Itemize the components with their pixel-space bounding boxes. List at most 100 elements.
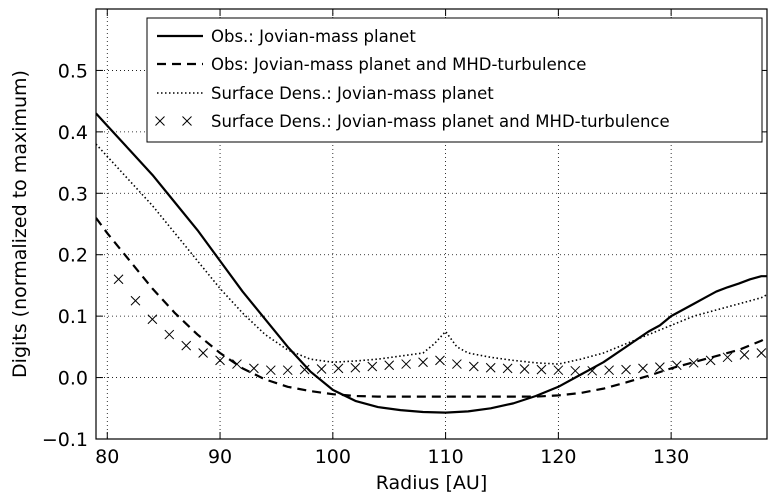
data-point: [316, 364, 327, 374]
x-marker-stroke: [604, 365, 614, 376]
data-point: [452, 359, 462, 369]
x-marker-stroke: [265, 365, 276, 376]
x-marker-stroke: [164, 329, 175, 340]
x-marker-stroke: [671, 360, 682, 371]
x-marker-stroke: [536, 364, 547, 375]
x-tick-label: 120: [540, 446, 576, 468]
data-point: [350, 362, 361, 373]
legend-entry-obs-jovian: Obs.: Jovian-mass planet: [157, 27, 416, 46]
data-point: [282, 365, 293, 376]
x-axis-label: Radius [AU]: [376, 472, 487, 494]
legend-box: [146, 17, 763, 143]
x-marker-stroke: [705, 355, 716, 366]
surface-dens-jovian-mhd-markers: [113, 274, 767, 376]
data-point: [435, 355, 445, 366]
y-tick-label: 0.3: [58, 183, 88, 205]
legend-label: Obs.: Jovian-mass planet: [211, 27, 416, 46]
x-tick-label: 100: [315, 446, 351, 468]
legend-marker: [182, 116, 192, 126]
x-marker-stroke: [299, 364, 310, 375]
data-point: [502, 363, 513, 374]
x-marker-stroke: [519, 364, 530, 374]
x-marker-stroke: [384, 360, 395, 371]
y-tick-label: 0.1: [58, 306, 88, 328]
x-marker-stroke: [316, 364, 327, 374]
x-marker-stroke: [215, 355, 225, 366]
data-point: [198, 348, 208, 358]
x-marker-stroke: [401, 359, 411, 369]
data-point: [671, 360, 682, 371]
legend: Obs.: Jovian-mass planet Obs: Jovian-mass…: [146, 17, 763, 143]
data-point: [147, 314, 158, 325]
x-marker-stroke: [468, 361, 479, 372]
x-marker-stroke: [232, 359, 242, 369]
x-marker-stroke: [553, 365, 564, 376]
plot-frame: [95, 8, 768, 440]
x-marker-stroke: [722, 352, 733, 363]
series-layer: [96, 112, 767, 414]
data-point: [604, 365, 614, 376]
x-marker-stroke: [756, 348, 767, 358]
x-marker-stroke: [655, 362, 665, 372]
x-marker-stroke: [181, 340, 192, 351]
x-tick-label: 130: [653, 446, 689, 468]
data-point: [638, 363, 648, 374]
obs-jovian-mhd-line: [96, 217, 767, 398]
x-marker-stroke: [435, 355, 445, 366]
data-point: [384, 360, 395, 371]
data-point: [181, 340, 192, 351]
legend-marker: [155, 116, 165, 126]
data-point: [215, 355, 225, 366]
series-line: [96, 217, 767, 398]
data-point: [621, 364, 631, 375]
x-marker-stroke: [621, 364, 631, 375]
x-marker-stroke: [485, 362, 496, 373]
data-point: [418, 357, 428, 368]
data-point: [130, 295, 141, 306]
x-marker-stroke: [739, 349, 750, 360]
y-tick-label: 0.2: [58, 245, 88, 267]
x-tick-label: 110: [427, 446, 463, 468]
data-point: [722, 352, 733, 363]
legend-entry-surface-dens-jovian-mhd: Surface Dens.: Jovian-mass planet and MH…: [155, 112, 670, 131]
data-point: [705, 355, 716, 366]
data-point: [232, 359, 242, 369]
x-marker-stroke: [333, 363, 344, 374]
x-marker-stroke: [502, 363, 513, 374]
data-point: [468, 361, 479, 372]
data-point: [249, 363, 259, 374]
data-point: [756, 348, 767, 358]
y-tick-label: 0.5: [58, 60, 88, 82]
ticks: 80 90 100 110 120 130 −0.1 0.0 0.1 0.2 0.3 0.4 0.5: [42, 9, 767, 468]
x-marker-stroke: [198, 348, 208, 358]
data-point: [113, 274, 124, 285]
x-marker-stroke: [688, 357, 699, 368]
x-marker-stroke: [350, 362, 361, 373]
x-marker-stroke: [155, 116, 165, 126]
x-marker-stroke: [182, 116, 192, 126]
data-point: [299, 364, 310, 375]
data-point: [739, 349, 750, 360]
legend-entry-obs-jovian-mhd: Obs: Jovian-mass planet and MHD-turbulen…: [157, 55, 586, 74]
data-point: [536, 364, 547, 375]
x-marker-stroke: [130, 295, 141, 306]
surface-dens-jovian-line: [96, 143, 767, 365]
x-marker-stroke: [113, 274, 124, 285]
x-marker-stroke: [249, 363, 259, 374]
legend-label: Surface Dens.: Jovian-mass planet: [211, 84, 494, 103]
data-point: [367, 361, 378, 372]
y-tick-label: 0.0: [58, 368, 88, 390]
data-point: [587, 365, 598, 376]
x-marker-stroke: [282, 365, 293, 376]
legend-label: Obs: Jovian-mass planet and MHD-turbulen…: [211, 55, 586, 74]
y-tick-label: 0.4: [58, 122, 88, 144]
data-point: [570, 365, 581, 376]
data-point: [401, 359, 411, 369]
obs-jovian-line: [96, 112, 767, 414]
x-marker-stroke: [570, 365, 581, 376]
series-line: [96, 112, 767, 414]
legend-label: Surface Dens.: Jovian-mass planet and MH…: [211, 112, 670, 131]
legend-entry-surface-dens-jovian: Surface Dens.: Jovian-mass planet: [157, 84, 494, 103]
x-marker-stroke: [587, 365, 598, 376]
